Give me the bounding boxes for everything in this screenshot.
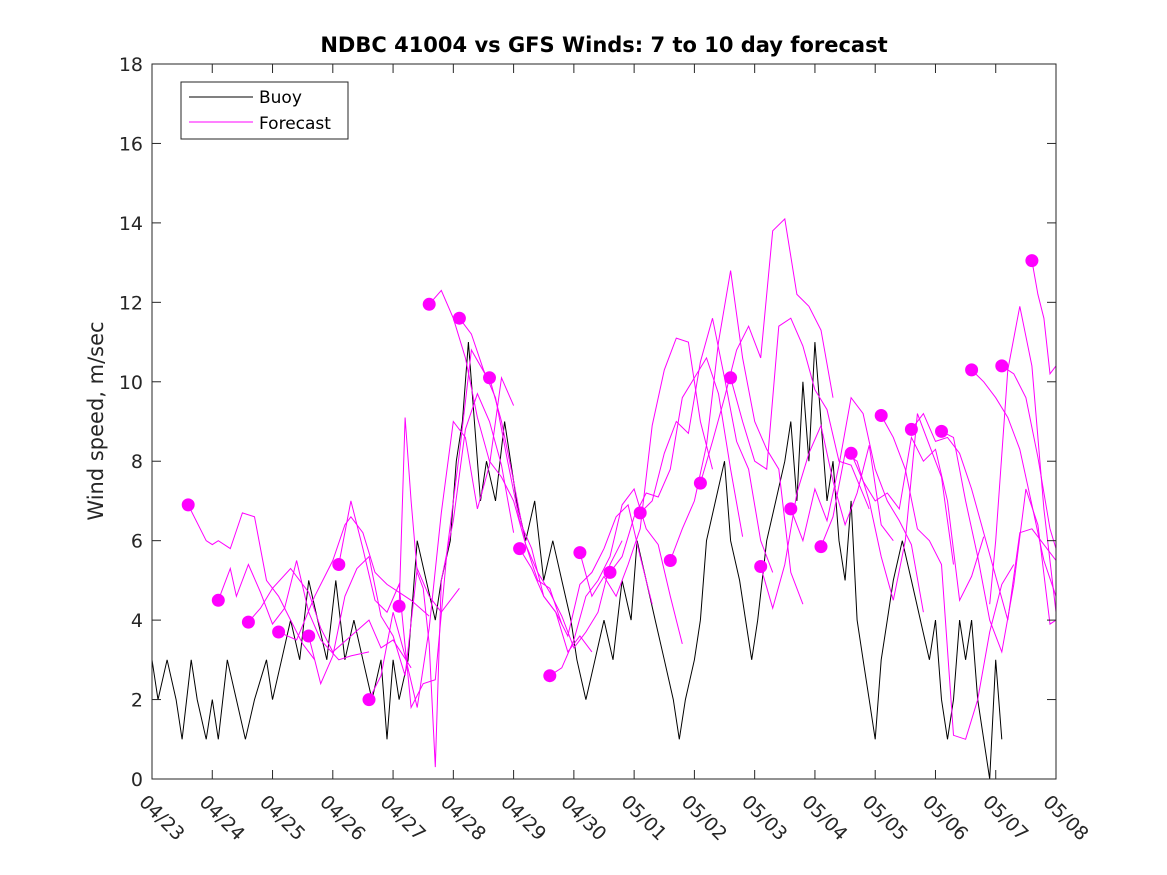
forecast-start-marker-25	[935, 424, 948, 438]
forecast-series-line-7	[368, 375, 515, 708]
forecast-start-marker-28	[1025, 254, 1039, 268]
forecast-series-line-30	[989, 306, 1056, 613]
buoy-series-line	[152, 342, 1003, 779]
y-axis-label: Wind speed, m/sec	[84, 321, 108, 520]
forecast-series-line-14	[579, 337, 713, 598]
forecast-series-line-28	[1001, 365, 1056, 549]
forecast-series-line-2	[217, 560, 370, 661]
y-tick-label: 6	[131, 531, 143, 553]
forecast-series-line-21	[790, 396, 924, 613]
x-tick-label: 05/02	[677, 791, 731, 845]
forecast-start-marker-2	[241, 615, 255, 629]
y-tick-label: 0	[131, 769, 143, 791]
forecast-start-marker-22	[844, 446, 858, 460]
forecast-start-marker-27	[995, 359, 1009, 373]
chart-title: NDBC 41004 vs GFS Winds: 7 to 10 day for…	[320, 33, 887, 57]
x-tick-label: 04/27	[376, 791, 430, 845]
forecast-series-line-12	[519, 503, 653, 638]
x-tick-label: 04/23	[134, 791, 188, 845]
forecast-series-line-16	[639, 318, 774, 573]
legend-label-buoy: Buoy	[259, 88, 302, 108]
forecast-start-marker-3	[272, 625, 286, 639]
x-tick-label: 04/29	[496, 791, 550, 845]
forecast-series-line-18	[699, 217, 834, 484]
forecast-series-line-13	[549, 487, 683, 677]
forecast-series-line-11	[489, 377, 623, 649]
forecast-start-marker-13	[573, 546, 587, 560]
forecast-start-marker-18	[724, 371, 738, 385]
forecast-start-marker-4	[302, 629, 316, 643]
legend-label-forecast: Forecast	[259, 114, 331, 134]
forecast-series-line-27	[971, 369, 1056, 597]
forecast-series-line-15	[609, 356, 744, 573]
forecast-start-marker-21	[814, 540, 828, 554]
forecast-start-marker-17	[693, 476, 707, 490]
forecast-start-marker-14	[603, 565, 617, 579]
forecast-start-marker-6	[362, 693, 376, 707]
forecast-start-marker-19	[754, 560, 768, 573]
forecast-start-marker-26	[965, 363, 979, 377]
forecast-series-line-29	[1031, 260, 1056, 376]
forecast-start-marker-1	[211, 593, 225, 607]
y-tick-label: 14	[119, 213, 143, 235]
forecast-series-line-1	[187, 504, 316, 661]
forecast-series-line-3	[248, 567, 412, 669]
forecast-series-line-22	[820, 413, 954, 601]
forecast-start-marker-20	[784, 502, 798, 516]
plot-frame	[151, 63, 1057, 780]
forecast-series-line-23	[850, 435, 985, 603]
x-tick-label: 04/28	[436, 791, 490, 845]
x-tick-label: 05/07	[978, 791, 1032, 845]
y-tick-label: 8	[131, 451, 143, 473]
forecast-series-line-19	[730, 317, 870, 510]
forecast-series-line-5	[308, 555, 460, 686]
x-tick-label: 05/01	[617, 791, 671, 845]
forecast-start-marker-23	[874, 409, 888, 422]
x-tick-label: 04/24	[195, 791, 249, 845]
forecast-start-marker-12	[543, 669, 557, 683]
legend-box	[180, 81, 349, 140]
forecast-start-marker-9	[452, 311, 466, 325]
y-tick-label: 12	[119, 292, 143, 314]
forecast-start-marker-8	[422, 297, 436, 311]
forecast-start-marker-24	[904, 422, 918, 436]
x-tick-label: 05/03	[737, 791, 791, 845]
x-tick-label: 05/04	[797, 791, 851, 845]
y-tick-label: 2	[131, 690, 143, 712]
forecast-series-line-26	[941, 430, 1056, 654]
forecast-start-marker-15	[633, 506, 647, 520]
forecast-start-marker-16	[663, 554, 677, 567]
x-tick-label: 04/26	[315, 791, 369, 845]
forecast-series-line-20	[760, 423, 894, 611]
x-tick-label: 05/06	[918, 791, 972, 845]
x-tick-label: 04/30	[556, 791, 610, 845]
forecast-series-line-6	[338, 348, 490, 710]
x-tick-label: 04/25	[255, 791, 309, 845]
y-tick-label: 18	[119, 54, 143, 76]
x-tick-label: 05/05	[858, 791, 912, 845]
x-tick-label: 05/08	[1038, 791, 1092, 845]
forecast-start-marker-10	[483, 371, 496, 385]
forecast-start-marker-7	[392, 599, 406, 613]
forecast-start-marker-11	[513, 542, 527, 556]
forecast-series-line-17	[669, 270, 804, 605]
y-tick-label: 4	[131, 610, 143, 632]
forecast-series-line-8	[398, 392, 515, 768]
y-tick-label: 10	[119, 372, 143, 394]
forecast-start-marker-5	[332, 558, 346, 571]
legend: Buoy Forecast	[180, 81, 349, 140]
forecast-series-line-25	[911, 412, 1056, 621]
y-tick-label: 16	[119, 133, 143, 155]
forecast-start-marker-0	[181, 498, 195, 512]
y-axis: 0 2 4 6 8 10 12 14 16 18	[119, 54, 1056, 791]
